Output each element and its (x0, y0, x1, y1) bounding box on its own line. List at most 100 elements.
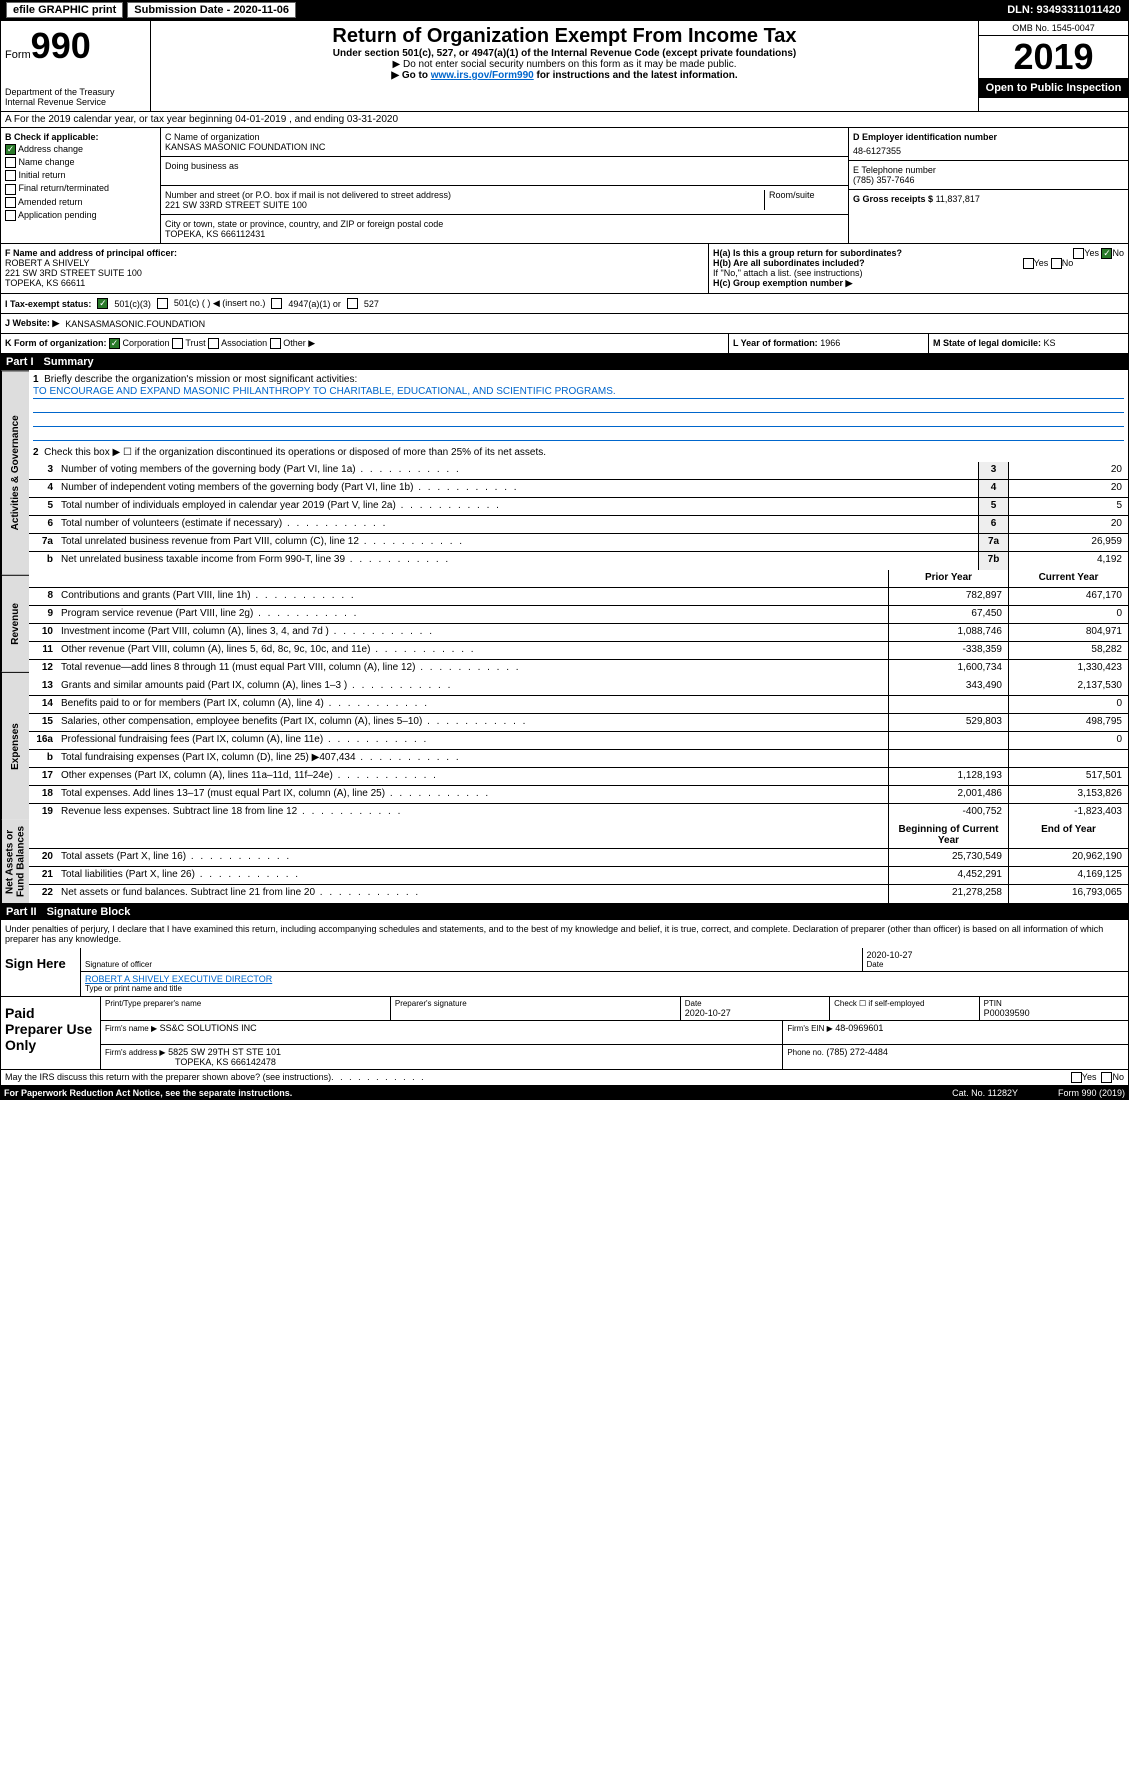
col-end-hdr: End of Year (1008, 822, 1128, 848)
form-label: Form (5, 49, 31, 61)
omb-number: OMB No. 1545-0047 (979, 21, 1128, 36)
prep-sig-label: Preparer's signature (395, 999, 676, 1008)
ha-no[interactable]: ✓ (1101, 248, 1112, 259)
row-i: I Tax-exempt status: ✓501(c)(3) 501(c) (… (0, 294, 1129, 314)
table-row: b Total fundraising expenses (Part IX, c… (29, 750, 1128, 768)
chk-name-change[interactable] (5, 157, 16, 168)
sign-here-label: Sign Here (1, 948, 81, 996)
dln-label: DLN: 93493311011420 (1007, 4, 1121, 16)
chk-final-return[interactable] (5, 184, 16, 195)
firm-name: SS&C SOLUTIONS INC (160, 1023, 257, 1033)
summary-table: Activities & Governance Revenue Expenses… (0, 370, 1129, 904)
instr-goto-pre: ▶ Go to (391, 70, 430, 81)
topbar: efile GRAPHIC print Submission Date - 20… (0, 0, 1129, 20)
form-footer: Form 990 (2019) (1058, 1088, 1125, 1098)
side-net: Net Assets or Fund Balances (1, 820, 29, 903)
gross-label: G Gross receipts $ (853, 194, 933, 204)
irs-link[interactable]: www.irs.gov/Form990 (431, 70, 534, 81)
part2-title: Signature Block (47, 906, 131, 918)
officer-name: ROBERT A SHIVELY (5, 258, 704, 268)
table-row: 13 Grants and similar amounts paid (Part… (29, 678, 1128, 696)
year-formation-label: L Year of formation: (733, 338, 818, 348)
ptin-label: PTIN (984, 999, 1124, 1008)
table-row: 9 Program service revenue (Part VIII, li… (29, 606, 1128, 624)
table-row: 4 Number of independent voting members o… (29, 480, 1128, 498)
org-name: KANSAS MASONIC FOUNDATION INC (165, 142, 844, 152)
footer: For Paperwork Reduction Act Notice, see … (0, 1086, 1129, 1100)
part2-header: Part II Signature Block (0, 904, 1129, 920)
firm-ein: 48-0969601 (835, 1023, 883, 1033)
officer-city: TOPEKA, KS 66611 (5, 278, 704, 288)
table-row: 15 Salaries, other compensation, employe… (29, 714, 1128, 732)
efile-button[interactable]: efile GRAPHIC print (6, 2, 123, 18)
chk-corp[interactable]: ✓ (109, 338, 120, 349)
q1-text: Briefly describe the organization's miss… (44, 374, 357, 385)
chk-initial-return[interactable] (5, 170, 16, 181)
col-b-header: B Check if applicable: (5, 132, 156, 142)
form-subtitle: Under section 501(c), 527, or 4947(a)(1)… (155, 48, 974, 59)
q2-text: Check this box ▶ ☐ if the organization d… (44, 447, 546, 458)
chk-501c3[interactable]: ✓ (97, 298, 108, 309)
firm-phone-label: Phone no. (787, 1048, 823, 1057)
table-row: 5 Total number of individuals employed i… (29, 498, 1128, 516)
ptin-value: P00039590 (984, 1008, 1124, 1018)
ha-label: H(a) Is this a group return for subordin… (713, 248, 902, 258)
officer-addr: 221 SW 3RD STREET SUITE 100 (5, 268, 704, 278)
ha-yes[interactable] (1073, 248, 1084, 259)
discuss-yes[interactable] (1071, 1072, 1082, 1083)
hb-yes[interactable] (1023, 258, 1034, 269)
officer-printed-name: ROBERT A SHIVELY EXECUTIVE DIRECTOR (85, 974, 1124, 984)
chk-other[interactable] (270, 338, 281, 349)
sig-date: 2020-10-27 (867, 950, 1125, 960)
domicile-label: M State of legal domicile: (933, 338, 1041, 348)
instr-ssn: ▶ Do not enter social security numbers o… (155, 59, 974, 70)
chk-4947[interactable] (271, 298, 282, 309)
dba-label: Doing business as (165, 161, 844, 171)
paid-preparer-label: Paid Preparer Use Only (1, 997, 101, 1069)
side-revenue: Revenue (1, 575, 29, 672)
ein-label: D Employer identification number (853, 132, 1124, 142)
officer-label: F Name and address of principal officer: (5, 248, 704, 258)
chk-501c[interactable] (157, 298, 168, 309)
chk-assoc[interactable] (208, 338, 219, 349)
row-j: J Website: ▶ KANSASMASONIC.FOUNDATION (0, 314, 1129, 334)
entity-section: B Check if applicable: ✓ Address change … (0, 128, 1129, 244)
chk-527[interactable] (347, 298, 358, 309)
discuss-no[interactable] (1101, 1072, 1112, 1083)
hb-note: If "No," attach a list. (see instruction… (713, 268, 1124, 278)
form-number: 990 (31, 25, 91, 67)
hc-label: H(c) Group exemption number ▶ (713, 278, 1124, 289)
ein-value: 48-6127355 (853, 146, 1124, 156)
mission-text: TO ENCOURAGE AND EXPAND MASONIC PHILANTH… (33, 385, 1124, 399)
check-self-employed: Check ☐ if self-employed (834, 999, 974, 1008)
form-header: Form 990 Department of the Treasury Inte… (0, 20, 1129, 112)
tax-status-label: I Tax-exempt status: (5, 299, 91, 309)
firm-addr1: 5825 SW 29TH ST STE 101 (168, 1047, 281, 1057)
gross-value: 11,837,817 (936, 194, 980, 204)
domicile: KS (1044, 338, 1056, 348)
submission-button[interactable]: Submission Date - 2020-11-06 (127, 2, 296, 18)
table-row: 11 Other revenue (Part VIII, column (A),… (29, 642, 1128, 660)
table-row: 17 Other expenses (Part IX, column (A), … (29, 768, 1128, 786)
chk-application[interactable] (5, 210, 16, 221)
org-city: TOPEKA, KS 666112431 (165, 229, 844, 239)
part2-tab: Part II (6, 906, 37, 918)
table-row: 12 Total revenue—add lines 8 through 11 … (29, 660, 1128, 678)
chk-address-change[interactable]: ✓ (5, 144, 16, 155)
firm-addr2: TOPEKA, KS 666142478 (105, 1057, 778, 1067)
hdr-blank (29, 570, 57, 587)
firm-phone: (785) 272-4484 (826, 1047, 888, 1057)
chk-amended[interactable] (5, 197, 16, 208)
open-public-badge: Open to Public Inspection (979, 78, 1128, 98)
date-label: Date (867, 960, 1125, 969)
discuss-text: May the IRS discuss this return with the… (5, 1072, 331, 1083)
cat-no: Cat. No. 11282Y (952, 1088, 1018, 1098)
hb-no[interactable] (1051, 258, 1062, 269)
side-governance: Activities & Governance (1, 370, 29, 575)
col-prior-hdr: Prior Year (888, 570, 1008, 587)
phone-label: E Telephone number (853, 165, 1124, 175)
dept-label: Department of the Treasury (5, 87, 146, 97)
chk-trust[interactable] (172, 338, 183, 349)
table-row: 3 Number of voting members of the govern… (29, 462, 1128, 480)
tax-year: 2019 (979, 36, 1128, 78)
